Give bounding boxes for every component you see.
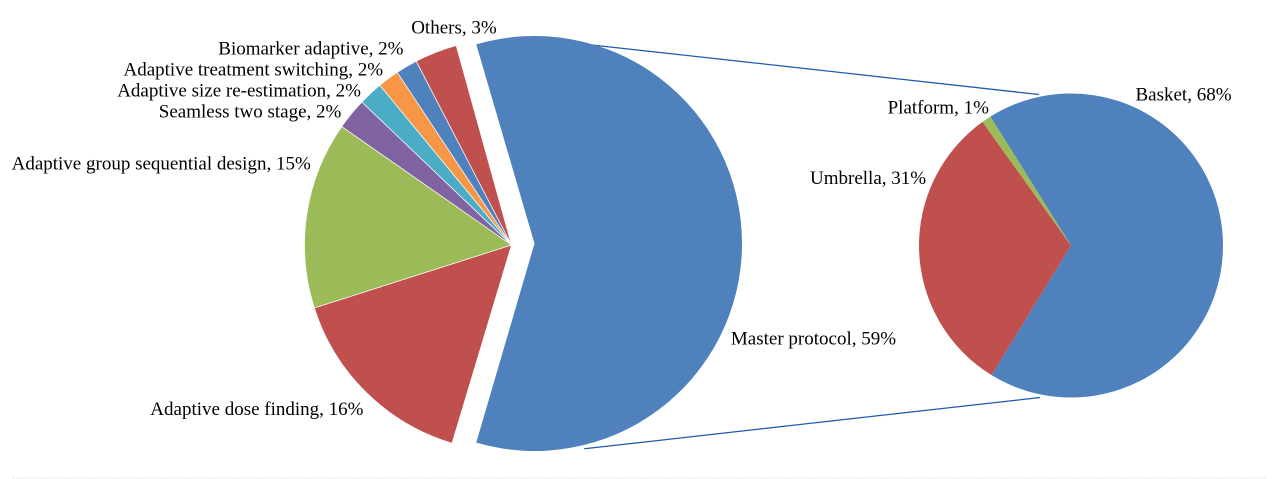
svg-text:Adaptive group sequential desi: Adaptive group sequential design, 15% xyxy=(12,154,311,175)
svg-text:Seamless two stage, 2%: Seamless two stage, 2% xyxy=(159,102,342,123)
svg-text:Others, 3%: Others, 3% xyxy=(411,18,497,39)
svg-text:Basket, 68%: Basket, 68% xyxy=(1136,84,1232,105)
svg-text:Platform, 1%: Platform, 1% xyxy=(888,97,989,118)
svg-text:Biomarker adaptive, 2%: Biomarker adaptive, 2% xyxy=(218,39,403,60)
svg-text:Adaptive dose finding, 16%: Adaptive dose finding, 16% xyxy=(150,399,363,420)
svg-text:Adaptive size re-estimation, 2: Adaptive size re-estimation, 2% xyxy=(117,81,361,102)
svg-text:Adaptive treatment switching,: Adaptive treatment switching, 2% xyxy=(124,60,384,81)
svg-text:Umbrella, 31%: Umbrella, 31% xyxy=(810,168,926,189)
svg-text:Master protocol, 59%: Master protocol, 59% xyxy=(731,328,896,349)
